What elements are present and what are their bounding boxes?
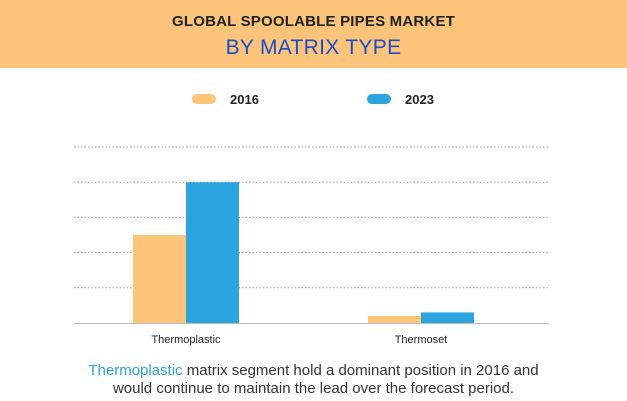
legend-item-2023: 2023 — [367, 91, 434, 107]
bar-thermoset-2023 — [421, 312, 474, 323]
x-tick-label-thermoset: Thermoset — [395, 334, 448, 346]
title-banner: GLOBAL SPOOLABLE PIPES MARKET BY MATRIX … — [0, 0, 627, 68]
chart-title: GLOBAL SPOOLABLE PIPES MARKET — [171, 13, 456, 30]
legend-label-2016: 2016 — [230, 91, 259, 107]
caption: Thermoplastic matrix segment hold a domi… — [0, 362, 627, 398]
legend-label-2023: 2023 — [405, 91, 434, 107]
caption-line2: would continue to maintain the lead over… — [112, 380, 515, 397]
chart-subtitle: BY MATRIX TYPE — [225, 36, 402, 59]
caption-line1: matrix segment hold a dominant position … — [182, 362, 539, 379]
caption-highlight: Thermoplastic — [88, 362, 183, 379]
bar-thermoplastic-2016 — [133, 235, 186, 323]
x-tick-label-thermoplastic: Thermoplastic — [151, 334, 221, 346]
bar-thermoplastic-2023 — [186, 182, 239, 323]
legend-swatch-2023 — [367, 94, 391, 104]
legend-item-2016: 2016 — [192, 91, 259, 107]
legend-swatch-2016 — [192, 94, 216, 104]
bar-thermoset-2016 — [368, 315, 421, 323]
